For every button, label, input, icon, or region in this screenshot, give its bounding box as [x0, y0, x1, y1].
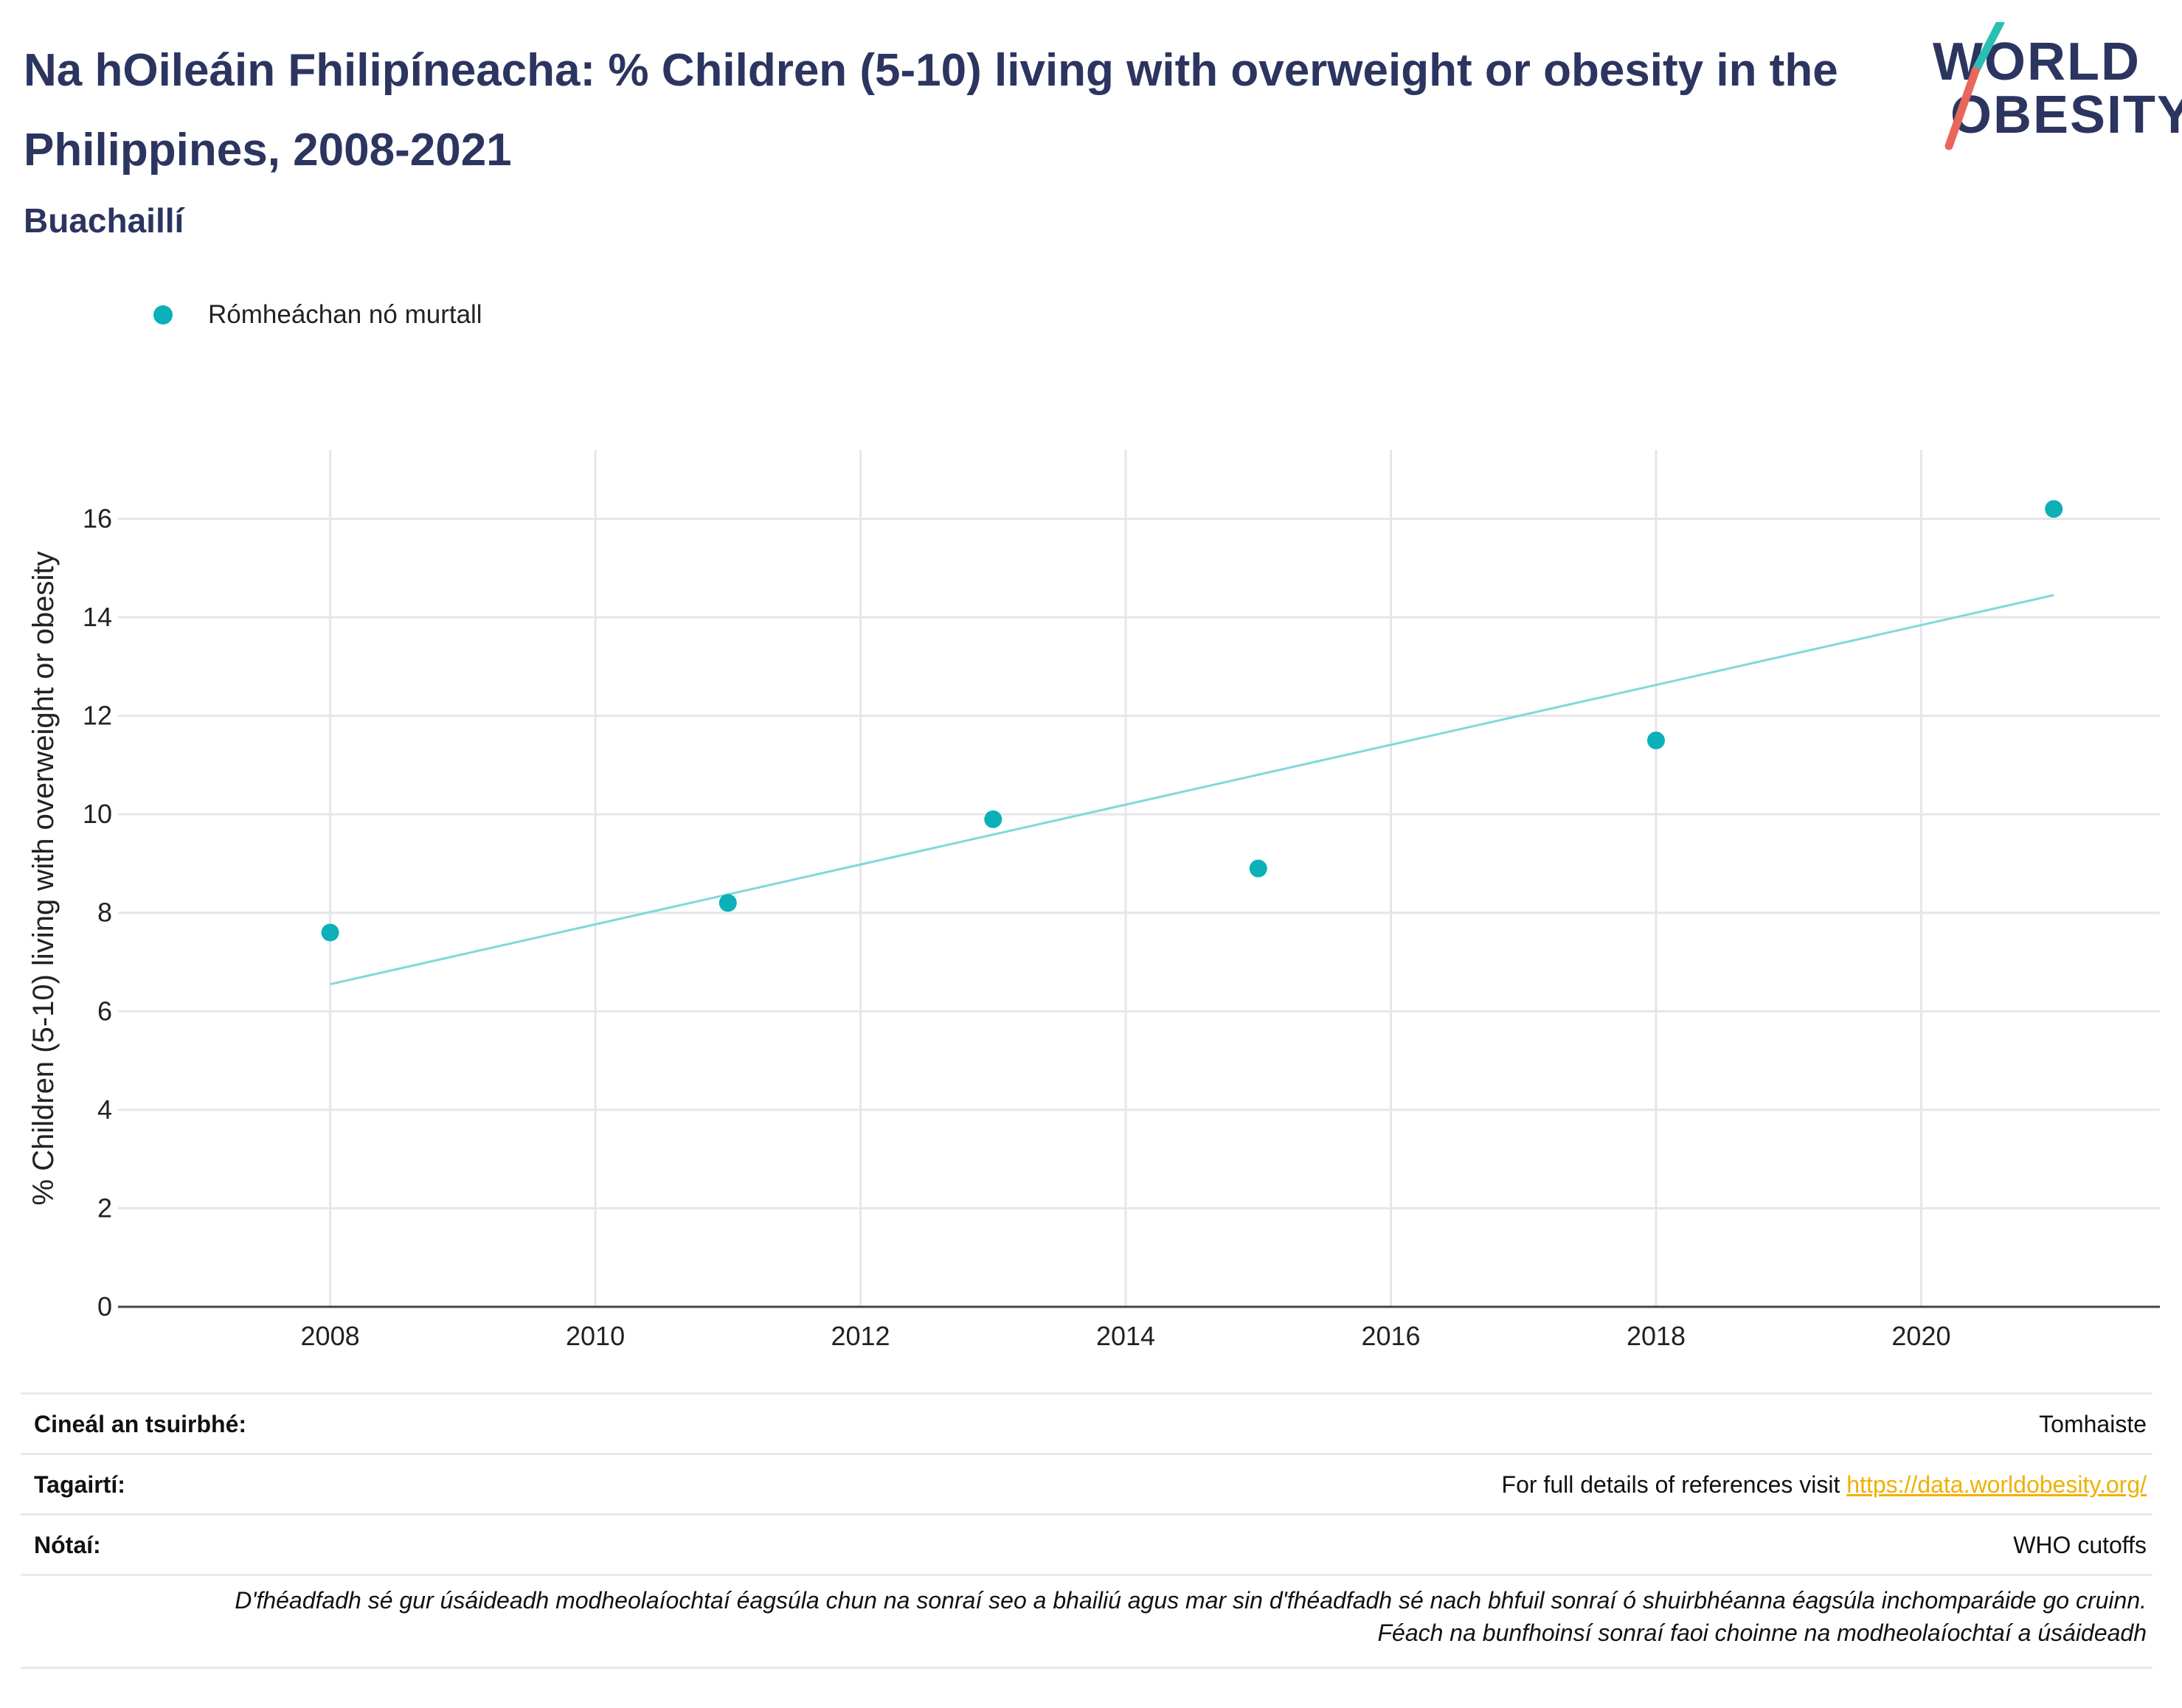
data-point[interactable]	[718, 894, 737, 912]
x-tick-label: 2010	[566, 1321, 625, 1351]
survey-type-value: Tomhaiste	[2039, 1411, 2147, 1437]
notes-value: WHO cutoffs	[2013, 1532, 2147, 1558]
bottom-divider	[21, 1667, 2152, 1669]
trend-line	[330, 594, 2054, 986]
meta-row-survey-type: Cineál an tsuirbhé: Tomhaiste	[21, 1392, 2152, 1455]
y-tick-label: 4	[97, 1094, 112, 1125]
x-tick-label: 2014	[1096, 1321, 1155, 1351]
y-tick-label: 14	[83, 602, 112, 632]
x-tick-label: 2008	[301, 1321, 360, 1351]
x-tick-label: 2012	[831, 1321, 890, 1351]
y-tick-label: 2	[97, 1193, 112, 1223]
y-tick-label: 16	[83, 503, 112, 533]
references-label: Tagairtí:	[34, 1471, 125, 1498]
disclaimer: D'fhéadfadh sé gur úsáideadh modheolaíoc…	[21, 1584, 2147, 1649]
scatter-chart: 2008 2010 2012 2014 2016 2018 2020 0 2 4 6 8 10 12 14 1…	[27, 450, 2160, 1351]
legend-label: Rómheáchan nó murtall	[208, 300, 482, 329]
meta-row-disclaimer	[21, 1574, 2152, 1576]
chart-title: Na hOileáin Fhilipíneacha: % Children (5…	[24, 45, 1838, 176]
y-tick-label: 12	[83, 701, 112, 731]
y-tick-label: 10	[83, 799, 112, 829]
references-link[interactable]: https://data.worldobesity.org/	[1846, 1471, 2147, 1498]
chart-legend[interactable]: Rómheáchan nó murtall	[153, 296, 482, 333]
logo-word-world: WORLD	[1933, 32, 2141, 91]
meta-row-notes: Nótaí: WHO cutoffs	[21, 1513, 2152, 1576]
x-tick-label: 2020	[1891, 1321, 1950, 1351]
x-tick-label: 2016	[1361, 1321, 1420, 1351]
meta-row-references: Tagairtí: For full details of references…	[21, 1453, 2152, 1516]
notes-label: Nótaí:	[34, 1532, 101, 1558]
logo-slash-icon	[1944, 22, 2005, 150]
data-point[interactable]	[1249, 859, 1267, 878]
y-tick-label: 6	[97, 996, 112, 1026]
logo-word-obesity: OBESITY	[1950, 86, 2182, 145]
y-tick-label: 0	[97, 1291, 112, 1322]
legend-marker	[153, 305, 173, 324]
data-point[interactable]	[321, 923, 339, 942]
x-tick-label: 2018	[1627, 1321, 1686, 1351]
chart-subtitle: Buachaillí	[24, 201, 184, 240]
world-obesity-logo[interactable]: WORLD OBESITY	[1918, 22, 2182, 162]
data-point[interactable]	[2045, 500, 2063, 518]
survey-type-label: Cineál an tsuirbhé:	[34, 1411, 247, 1437]
disclaimer-line-2: Féach na bunfhoinsí sonraí faoi choinne …	[1377, 1620, 2147, 1646]
data-point[interactable]	[1646, 732, 1665, 750]
y-tick-label: 8	[97, 898, 112, 928]
references-value: For full details of references visit htt…	[1502, 1471, 2147, 1499]
data-point[interactable]	[984, 810, 1002, 828]
disclaimer-line-1: D'fhéadfadh sé gur úsáideadh modheolaíoc…	[235, 1587, 2147, 1614]
references-text: For full details of references visit	[1501, 1471, 1847, 1498]
y-axis-label: % Children (5-10) living with overweight…	[27, 551, 60, 1205]
